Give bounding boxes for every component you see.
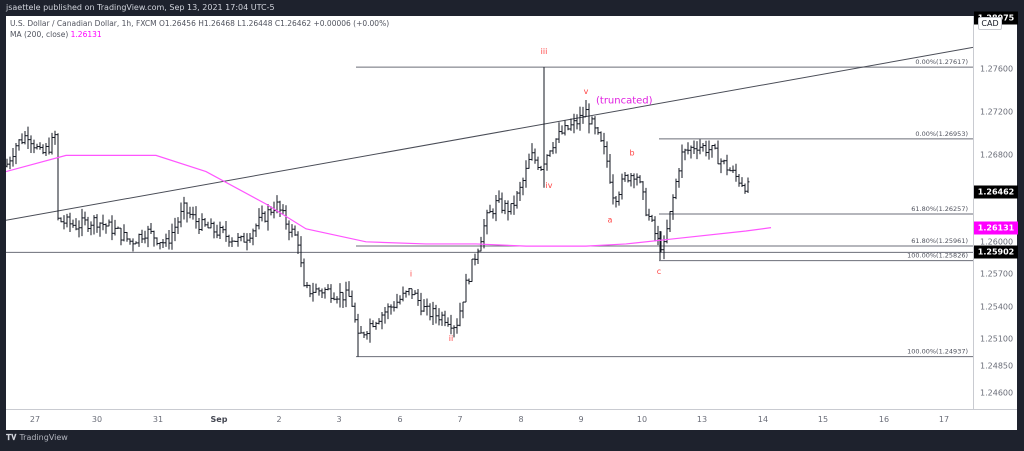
fib-level-label: 100.00%(1.25826) <box>907 252 968 260</box>
fib-level-label: 61.80%(1.26257) <box>911 205 968 213</box>
ma-value: 1.26131 <box>70 30 102 39</box>
ma-label: MA (200, close) <box>10 30 69 39</box>
time-tick: Sep <box>210 415 228 424</box>
wave-label-i: i <box>410 269 412 278</box>
time-tick: 8 <box>518 415 524 424</box>
last-price-badge: 1.26462 <box>974 185 1018 199</box>
ma-legend: MA (200, close) 1.26131 <box>10 29 389 40</box>
price-tick: 1.25700 <box>980 269 1014 279</box>
time-tick: 31 <box>152 415 164 424</box>
wave-label-ii: ii <box>449 334 453 343</box>
truncated-note: (truncated) <box>596 96 653 107</box>
price-tick: 1.26000 <box>980 237 1014 247</box>
ma-200-line <box>6 154 772 247</box>
tradingview-footer[interactable]: 𝐓𝐕 TradingView <box>6 433 68 443</box>
price-tick: 1.24850 <box>980 361 1014 371</box>
fib-level-label: 0.00%(1.27617) <box>915 58 968 66</box>
time-tick: 30 <box>91 415 103 424</box>
ma-price-badge: 1.26131 <box>974 221 1018 235</box>
price-tick: 1.25400 <box>980 302 1014 312</box>
time-tick: 15 <box>817 415 829 424</box>
time-tick: 6 <box>397 415 403 424</box>
time-tick: 13 <box>696 415 708 424</box>
time-tick: 9 <box>578 415 584 424</box>
time-tick: 27 <box>29 415 41 424</box>
time-tick: 14 <box>757 415 769 424</box>
wave-label-iv: iv <box>546 181 553 190</box>
price-tick: 1.26800 <box>980 150 1014 160</box>
wave-label-v: v <box>584 87 589 96</box>
time-tick: 7 <box>457 415 463 424</box>
tradingview-logo-icon: 𝐓𝐕 <box>6 433 17 442</box>
wave-label-b: b <box>629 148 634 157</box>
trendline[interactable] <box>6 46 973 221</box>
fib-level-label: 0.00%(1.26953) <box>915 130 968 138</box>
level-price-badge: 1.25902 <box>974 245 1018 259</box>
time-tick: 2 <box>276 415 282 424</box>
price-tick: 1.27600 <box>980 64 1014 74</box>
currency-label[interactable]: CAD <box>978 17 1002 30</box>
price-tick: 1.25100 <box>980 334 1014 344</box>
price-plot[interactable]: 0.00%(1.27617) 0.00%(1.26953) 61.80%(1.262… <box>6 16 973 409</box>
time-tick: 3 <box>336 415 342 424</box>
symbol-info: U.S. Dollar / Canadian Dollar, 1h, FXCM … <box>10 19 390 28</box>
wave-label-c: c <box>657 267 661 276</box>
fib-level-label: 61.80%(1.25961) <box>911 237 968 245</box>
published-header: jsaettele published on TradingView.com, … <box>0 0 1024 16</box>
time-axis[interactable]: 27 30 31 Sep 2 3 6 7 8 9 10 13 14 15 16 17 <box>6 409 1017 431</box>
fib-level-label: 100.00%(1.24937) <box>907 348 968 356</box>
wave-label-iii: iii <box>541 47 548 56</box>
brand-name: TradingView <box>19 433 68 442</box>
price-axis[interactable]: 1.28075 CAD 1.276001.272001.268001.26000… <box>973 11 1018 409</box>
time-tick: 16 <box>878 415 890 424</box>
price-tick: 1.24600 <box>980 388 1014 398</box>
chart-panel[interactable]: 0.00%(1.27617) 0.00%(1.26953) 61.80%(1.262… <box>6 11 1018 431</box>
price-tick: 1.27200 <box>980 107 1014 117</box>
chart-legend: U.S. Dollar / Canadian Dollar, 1h, FXCM … <box>10 18 389 40</box>
time-tick: 17 <box>938 415 950 424</box>
time-tick: 10 <box>636 415 648 424</box>
published-text: jsaettele published on TradingView.com, … <box>6 3 275 12</box>
wave-label-a: a <box>608 215 613 224</box>
